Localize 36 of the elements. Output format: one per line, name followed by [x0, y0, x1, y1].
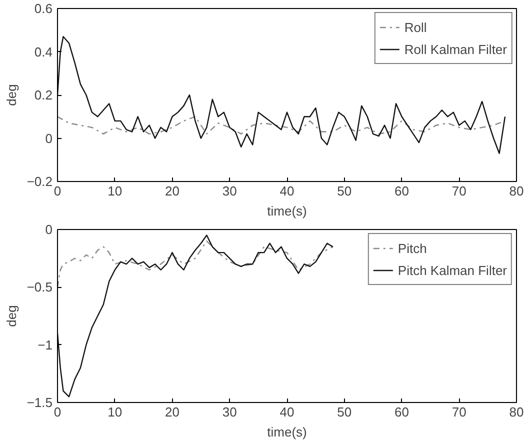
x-tick-label: 50: [337, 404, 352, 420]
x-tick-label: 70: [452, 404, 466, 420]
x-tick-label: 40: [280, 404, 294, 420]
x-axis-title: time(s): [267, 204, 307, 218]
y-tick-label: −1.5: [26, 395, 53, 410]
x-tick-label: 40: [280, 184, 294, 198]
legend-label: Pitch: [398, 240, 427, 256]
legend-label: Roll: [404, 20, 427, 34]
x-tick-label: 80: [509, 184, 524, 198]
x-tick-label: 60: [394, 184, 409, 198]
line-series: [58, 240, 334, 288]
x-tick-label: 30: [222, 404, 237, 420]
y-axis-title: deg: [4, 84, 19, 106]
x-tick-label: 10: [108, 404, 122, 420]
x-tick-label: 20: [165, 404, 180, 420]
line-series: [58, 36, 506, 154]
y-tick-label: −0.5: [26, 280, 53, 295]
y-tick-label: 0.4: [34, 44, 53, 60]
x-tick-label: 70: [452, 184, 466, 198]
x-tick-label: 80: [509, 404, 524, 420]
x-tick-label: 60: [394, 404, 409, 420]
y-tick-label: −1: [38, 337, 53, 352]
x-tick-label: 30: [222, 184, 237, 198]
x-tick-label: 20: [165, 184, 180, 198]
y-tick-label: 0.2: [34, 88, 53, 102]
y-tick-label: −0.2: [26, 174, 53, 189]
y-axis-title: deg: [4, 305, 19, 327]
y-tick-label: 0: [45, 130, 53, 146]
line-series: [58, 234, 334, 398]
y-tick-label: 0: [45, 222, 53, 237]
y-tick-label: 0.6: [34, 1, 53, 16]
legend-label: Pitch Kalman Filter: [398, 262, 507, 278]
x-tick-label: 50: [337, 184, 352, 198]
x-tick-label: 10: [108, 184, 122, 198]
legend-label: Roll Kalman Filter: [404, 42, 507, 56]
x-axis-title: time(s): [267, 424, 307, 440]
